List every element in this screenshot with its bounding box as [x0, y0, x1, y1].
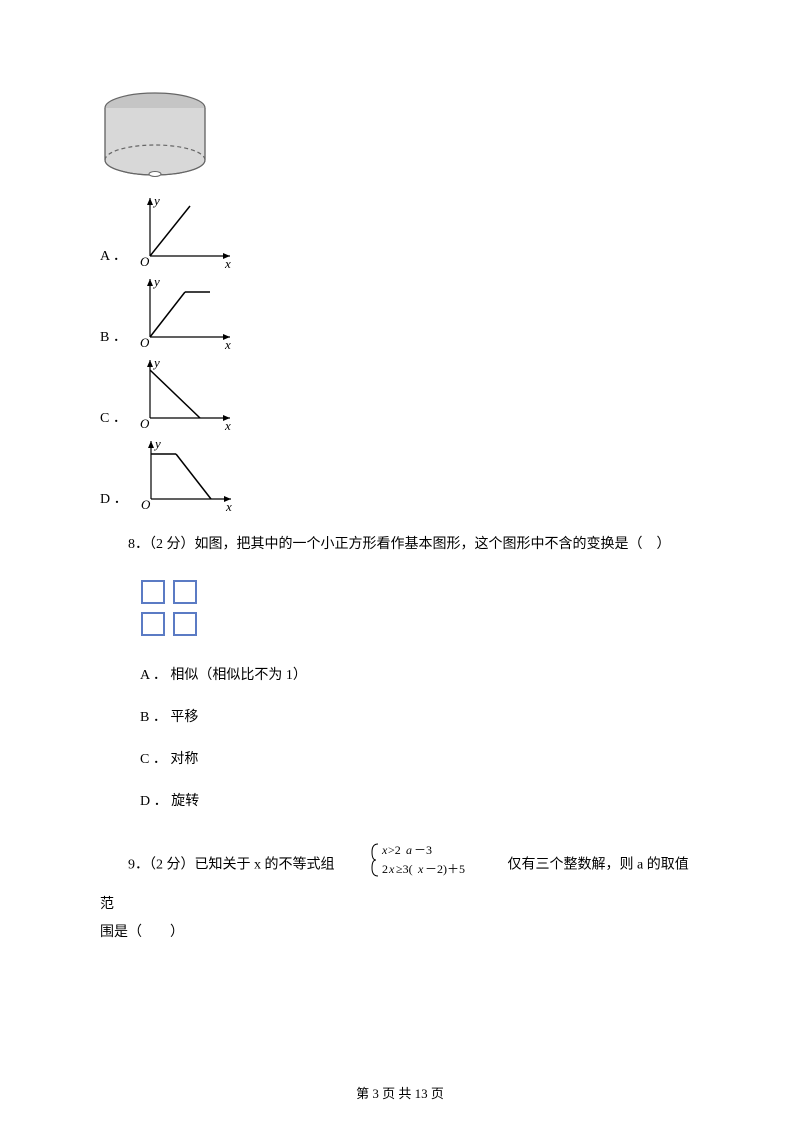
q8-choice-a: A ． 相似（相似比不为 1） — [140, 664, 700, 684]
option-letter: C ． — [100, 407, 127, 427]
q8-choice-d: D ． 旋转 — [140, 790, 700, 810]
option-letter: D ． — [100, 488, 128, 508]
option-letter: B ． — [100, 326, 127, 346]
svg-text:a: a — [406, 843, 412, 857]
svg-text:x: x — [224, 337, 231, 349]
q8-choices: A ． 相似（相似比不为 1） B ． 平移 C ． 对称 D ． 旋转 — [140, 664, 700, 810]
q8-choice-b: B ． 平移 — [140, 706, 700, 726]
svg-text:－2)＋5: －2)＋5 — [425, 862, 465, 876]
q9-inequality-system: x >2 a －3 2 x ≥3( x －2)＋5 — [342, 840, 500, 891]
graph-option-d: D ． O x y — [100, 436, 700, 511]
svg-text:x: x — [224, 418, 231, 430]
question-8: 8．（2 分）如图，把其中的一个小正方形看作基本图形，这个图形中不含的变换是（ … — [100, 531, 700, 559]
svg-text:x: x — [417, 862, 424, 876]
option-letter: A ． — [100, 245, 127, 265]
footer-text: 第 3 页 共 13 页 — [356, 1086, 444, 1101]
graph-option-a: A ． O x y — [100, 193, 700, 268]
svg-text:x: x — [224, 256, 231, 268]
cylinder-figure — [100, 90, 700, 185]
q9-prefix: 9．（2 分）已知关于 x 的不等式组 — [128, 858, 335, 873]
svg-text:x: x — [225, 499, 232, 511]
q8-text: 8．（2 分）如图，把其中的一个小正方形看作基本图形，这个图形中不含的变换是（ … — [100, 531, 700, 559]
svg-text:O: O — [140, 254, 150, 268]
svg-text:x: x — [388, 862, 395, 876]
svg-text:x: x — [381, 843, 388, 857]
svg-text:y: y — [153, 436, 161, 451]
svg-text:O: O — [141, 497, 151, 511]
question-9: 9．（2 分）已知关于 x 的不等式组 x >2 a －3 2 x ≥3( x … — [100, 840, 700, 947]
svg-text:O: O — [140, 416, 150, 430]
graph-option-b: B ． O x y — [100, 274, 700, 349]
svg-text:y: y — [152, 355, 160, 370]
svg-text:O: O — [140, 335, 150, 349]
q9-cont: 围是（ ） — [100, 919, 700, 947]
q8-choice-c: C ． 对称 — [140, 748, 700, 768]
page-footer: 第 3 页 共 13 页 — [0, 1083, 800, 1102]
svg-text:y: y — [152, 274, 160, 289]
q8-squares-figure — [140, 579, 700, 644]
svg-text:2: 2 — [382, 862, 388, 876]
svg-text:－3: －3 — [414, 843, 432, 857]
svg-text:≥3(: ≥3( — [396, 862, 413, 876]
graph-option-c: C ． O x y — [100, 355, 700, 430]
svg-text:>2: >2 — [388, 843, 401, 857]
svg-text:y: y — [152, 193, 160, 208]
